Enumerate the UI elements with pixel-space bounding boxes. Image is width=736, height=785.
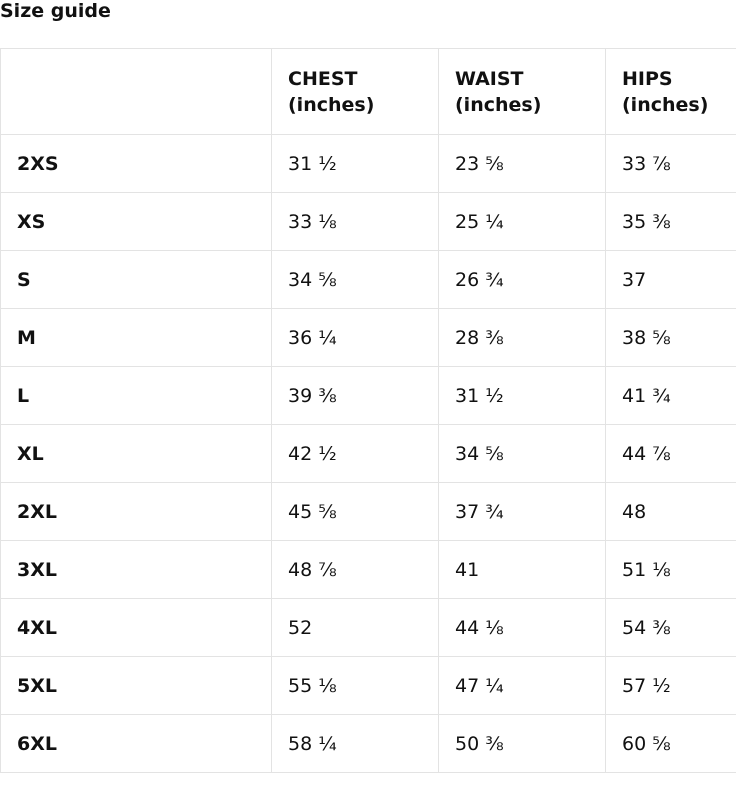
measurement: 44 ⅛ bbox=[438, 598, 606, 657]
column-header: HIPS (inches) bbox=[605, 48, 736, 135]
measurement: 48 bbox=[605, 482, 736, 541]
size-row: L 39 ⅜ 31 ½ 41 ¾ bbox=[0, 366, 736, 425]
measurement: 41 bbox=[438, 540, 606, 599]
measurement: 39 ⅜ bbox=[271, 366, 439, 425]
measurement: 36 ¼ bbox=[271, 308, 439, 367]
measurement: 26 ¾ bbox=[438, 250, 606, 309]
corner-cell bbox=[0, 48, 272, 135]
measurement: 34 ⅝ bbox=[438, 424, 606, 483]
table-body: 2XS 31 ½ 23 ⅝ 33 ⅞ XS 33 ⅛ 25 ¼ 35 ⅜ S 34 ⅝ 26 ¾ 37… bbox=[0, 134, 736, 773]
measurement: 52 bbox=[271, 598, 439, 657]
measurement: 28 ⅜ bbox=[438, 308, 606, 367]
measurement: 34 ⅝ bbox=[271, 250, 439, 309]
size-row: 2XS 31 ½ 23 ⅝ 33 ⅞ bbox=[0, 134, 736, 193]
size-row: M 36 ¼ 28 ⅜ 38 ⅝ bbox=[0, 308, 736, 367]
size-row: 5XL 55 ⅛ 47 ¼ 57 ½ bbox=[0, 656, 736, 715]
measurement: 54 ⅜ bbox=[605, 598, 736, 657]
measurement: 37 bbox=[605, 250, 736, 309]
measurement: 25 ¼ bbox=[438, 192, 606, 251]
size-row: 4XL 52 44 ⅛ 54 ⅜ bbox=[0, 598, 736, 657]
measurement: 55 ⅛ bbox=[271, 656, 439, 715]
size-label: 3XL bbox=[0, 540, 272, 599]
size-label: 2XS bbox=[0, 134, 272, 193]
measurement: 23 ⅝ bbox=[438, 134, 606, 193]
size-table: CHEST (inches) WAIST (inches) HIPS (inches… bbox=[0, 48, 736, 773]
size-row: 3XL 48 ⅞ 41 51 ⅛ bbox=[0, 540, 736, 599]
size-label: XL bbox=[0, 424, 272, 483]
size-label: XS bbox=[0, 192, 272, 251]
measurement: 41 ¾ bbox=[605, 366, 736, 425]
measurement: 37 ¾ bbox=[438, 482, 606, 541]
size-label: S bbox=[0, 250, 272, 309]
size-row: XS 33 ⅛ 25 ¼ 35 ⅜ bbox=[0, 192, 736, 251]
size-label: L bbox=[0, 366, 272, 425]
measurement: 58 ¼ bbox=[271, 714, 439, 773]
size-label: 2XL bbox=[0, 482, 272, 541]
measurement: 38 ⅝ bbox=[605, 308, 736, 367]
title: Size guide bbox=[0, 0, 111, 22]
measurement: 51 ⅛ bbox=[605, 540, 736, 599]
column-header: WAIST (inches) bbox=[438, 48, 606, 135]
measurement: 33 ⅛ bbox=[271, 192, 439, 251]
size-label: 6XL bbox=[0, 714, 272, 773]
header-row: CHEST (inches) WAIST (inches) HIPS (inches… bbox=[0, 48, 736, 135]
size-row: 6XL 58 ¼ 50 ⅜ 60 ⅝ bbox=[0, 714, 736, 773]
measurement: 50 ⅜ bbox=[438, 714, 606, 773]
size-label: 4XL bbox=[0, 598, 272, 657]
measurement: 60 ⅝ bbox=[605, 714, 736, 773]
size-row: XL 42 ½ 34 ⅝ 44 ⅞ bbox=[0, 424, 736, 483]
measurement: 42 ½ bbox=[271, 424, 439, 483]
measurement: 47 ¼ bbox=[438, 656, 606, 715]
column-header: CHEST (inches) bbox=[271, 48, 439, 135]
size-label: 5XL bbox=[0, 656, 272, 715]
measurement: 44 ⅞ bbox=[605, 424, 736, 483]
measurement: 31 ½ bbox=[438, 366, 606, 425]
measurement: 48 ⅞ bbox=[271, 540, 439, 599]
measurement: 57 ½ bbox=[605, 656, 736, 715]
measurement: 35 ⅜ bbox=[605, 192, 736, 251]
measurement: 31 ½ bbox=[271, 134, 439, 193]
measurement: 45 ⅝ bbox=[271, 482, 439, 541]
size-row: 2XL 45 ⅝ 37 ¾ 48 bbox=[0, 482, 736, 541]
measurement: 33 ⅞ bbox=[605, 134, 736, 193]
size-label: M bbox=[0, 308, 272, 367]
size-row: S 34 ⅝ 26 ¾ 37 bbox=[0, 250, 736, 309]
